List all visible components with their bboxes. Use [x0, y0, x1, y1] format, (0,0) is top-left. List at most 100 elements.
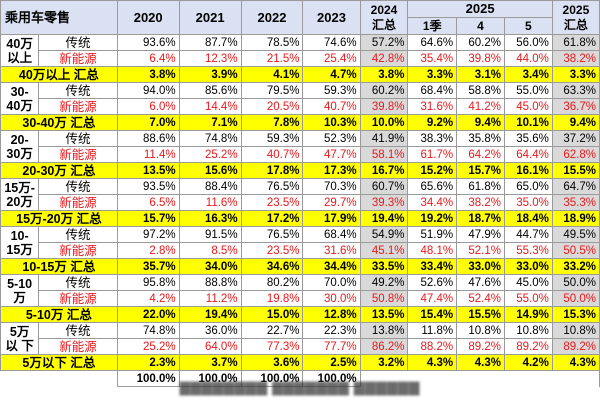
traditional-share-cell: 93.5% — [116, 178, 180, 195]
traditional-share-cell: 22.7% — [240, 322, 304, 339]
traditional-share-cell: 64.7% — [551, 178, 600, 195]
segment-summary-cell: 3.3% — [407, 66, 458, 83]
nev-share-cell: 35.4% — [407, 50, 458, 67]
nev-share-cell: 38.2% — [456, 194, 505, 211]
segment-summary-cell: 17.8% — [240, 162, 304, 179]
nev-share-cell: 35.3% — [551, 194, 600, 211]
nev-label: 新能源 — [38, 290, 118, 307]
traditional-share-cell: 78.5% — [240, 34, 304, 51]
segment-summary-cell: 3.6% — [240, 354, 304, 371]
traditional-share-cell: 22.3% — [302, 322, 361, 339]
nev-share-cell: 2.8% — [116, 242, 180, 259]
segment-summary-cell: 3.8% — [359, 66, 409, 83]
segment-summary-cell: 22.0% — [116, 306, 180, 323]
nev-share-cell: 45.1% — [359, 242, 409, 259]
segment-summary-cell: 34.0% — [178, 258, 242, 275]
segment-summary-row: 5-10万 汇总 22.0% 19.4% 15.0% 12.8% 13.5% 15.4% 15… — [0, 306, 600, 323]
traditional-share-cell: 97.2% — [116, 226, 180, 243]
traditional-share-cell: 79.5% — [240, 82, 304, 99]
segment-summary-cell: 15.0% — [240, 306, 304, 323]
traditional-row: 5万以 下传统 74.8% 36.0% 22.7% 22.3% 13.8% 11.8% 10.… — [0, 322, 600, 355]
segment-summary-label: 20-30万 汇总 — [0, 162, 118, 179]
price-segment-label: 10- 15万 — [0, 226, 40, 259]
traditional-share-cell: 60.2% — [456, 34, 505, 51]
segment-summary-cell: 13.5% — [116, 162, 180, 179]
nev-share-cell: 64.0% — [178, 338, 242, 355]
segment-summary-cell: 2.5% — [302, 354, 361, 371]
segment-summary-cell: 3.7% — [178, 354, 242, 371]
header-row-1: 乘用车零售 2020 2021 2022 2023 2024 汇总 2025 2… — [0, 0, 600, 35]
nev-share-cell: 61.7% — [407, 146, 458, 163]
nev-share-cell: 30.0% — [302, 290, 361, 307]
segment-summary-cell: 7.1% — [178, 114, 242, 131]
nev-row: 新能源 6.4% 12.3% 21.5% 25.4% 42.8% 35.4% 39.8% 44.… — [1, 50, 600, 67]
nev-share-cell: 34.4% — [407, 194, 458, 211]
nev-share-cell: 23.5% — [240, 242, 304, 259]
nev-share-cell: 39.8% — [359, 98, 409, 115]
nev-share-cell: 39.3% — [359, 194, 409, 211]
nev-share-cell: 89.2% — [456, 338, 505, 355]
segment-summary-cell: 4.7% — [302, 66, 361, 83]
segment-summary-cell: 12.8% — [302, 306, 361, 323]
segment-summary-cell: 4.1% — [240, 66, 304, 83]
col-header-month-4: 4 — [456, 17, 505, 35]
nev-share-cell: 19.8% — [240, 290, 304, 307]
nev-share-cell: 40.7% — [240, 146, 304, 163]
traditional-share-cell: 91.5% — [178, 226, 242, 243]
nev-share-cell: 25.2% — [116, 338, 180, 355]
nev-share-cell: 58.1% — [359, 146, 409, 163]
nev-share-cell: 11.2% — [178, 290, 242, 307]
passenger-car-retail-table: 乘用车零售 2020 2021 2022 2023 2024 汇总 2025 2… — [0, 0, 600, 387]
traditional-label: 传统 — [38, 322, 118, 339]
traditional-share-cell: 45.0% — [503, 274, 553, 291]
traditional-share-cell: 10.8% — [456, 322, 505, 339]
segment-summary-cell: 33.2% — [551, 258, 600, 275]
nev-share-cell: 50.8% — [359, 290, 409, 307]
nev-label: 新能源 — [38, 146, 118, 163]
traditional-share-cell: 68.4% — [302, 226, 361, 243]
traditional-share-cell: 35.6% — [503, 130, 553, 147]
grand-total-row: 100.0% 100.0% 100.0% 100.0% — [0, 370, 600, 387]
traditional-row: 20- 30万 传统 88.6% 74.8% 59.3% 52.3% 41.9% 38.3% 3… — [0, 130, 600, 163]
nev-share-cell: 31.6% — [302, 242, 361, 259]
segment-summary-cell: 34.4% — [302, 258, 361, 275]
traditional-share-cell: 95.8% — [116, 274, 180, 291]
segment-summary-cell: 15.6% — [178, 162, 242, 179]
traditional-share-cell: 94.0% — [116, 82, 180, 99]
nev-share-cell: 64.2% — [456, 146, 505, 163]
price-segment-label: 5-10 万 — [0, 274, 40, 307]
nev-share-cell: 4.2% — [116, 290, 180, 307]
segment-summary-cell: 15.7% — [116, 210, 180, 227]
segment-summary-cell: 3.3% — [551, 66, 600, 83]
traditional-share-cell: 57.2% — [359, 34, 409, 51]
traditional-share-cell: 60.2% — [359, 82, 409, 99]
segment-summary-row: 20-30万 汇总 13.5% 15.6% 17.8% 17.3% 16.7% 15.2% 1… — [0, 162, 600, 179]
nev-share-cell: 52.4% — [456, 290, 505, 307]
nev-share-cell: 6.5% — [116, 194, 180, 211]
segment-summary-cell: 13.5% — [359, 306, 409, 323]
grand-total-spacer — [0, 370, 118, 387]
segment-summary-cell: 17.3% — [302, 162, 361, 179]
segment-summary-cell: 15.5% — [456, 306, 505, 323]
segment-summary-row: 15万-20万 汇总 15.7% 16.3% 17.2% 17.9% 19.4% 19.2%… — [0, 210, 600, 227]
traditional-share-cell: 80.2% — [240, 274, 304, 291]
segment-summary-cell: 3.4% — [503, 66, 553, 83]
grand-total-empty — [360, 370, 600, 387]
nev-label: 新能源 — [38, 194, 118, 211]
traditional-label: 传统 — [38, 274, 118, 291]
traditional-share-cell: 61.8% — [551, 34, 600, 51]
segment-summary-cell: 17.2% — [240, 210, 304, 227]
traditional-share-cell: 63.3% — [551, 82, 600, 99]
col-header-2022: 2022 — [240, 0, 304, 35]
segment-summary-cell: 15.3% — [551, 306, 600, 323]
nev-label: 新能源 — [38, 98, 118, 115]
nev-share-cell: 64.4% — [503, 146, 553, 163]
nev-share-cell: 11.6% — [178, 194, 242, 211]
segment-summary-cell: 9.2% — [407, 114, 458, 131]
segment-summary-cell: 2.3% — [116, 354, 180, 371]
segment-summary-cell: 10.3% — [302, 114, 361, 131]
nev-share-cell: 40.7% — [302, 98, 361, 115]
segment-summary-cell: 7.0% — [116, 114, 180, 131]
price-segment-label: 40万 以上 — [0, 34, 40, 67]
segment-summary-cell: 18.7% — [456, 210, 505, 227]
